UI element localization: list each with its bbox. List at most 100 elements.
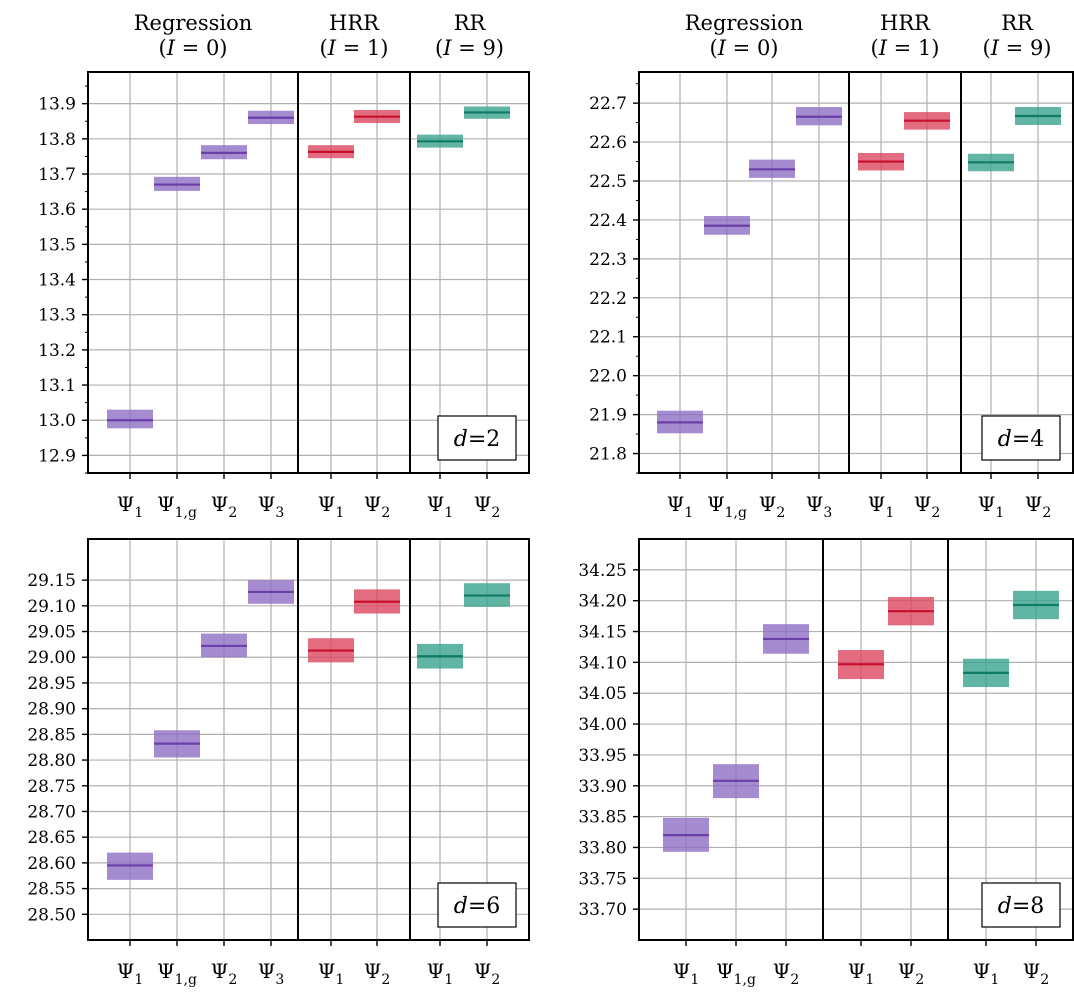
- x-tick-label: Ψ2: [474, 492, 500, 521]
- group-subtitle: (I = 0): [710, 36, 779, 60]
- axes-frame: [87, 71, 530, 474]
- y-tick-label: 28.65: [27, 828, 76, 848]
- x-tick-label: Ψ2: [1023, 959, 1049, 988]
- y-tick-label: 22.1: [589, 328, 627, 348]
- y-tick-label: 33.80: [578, 838, 627, 858]
- y-tick-label: 13.8: [38, 130, 76, 150]
- y-tick-label: 13.7: [38, 165, 76, 185]
- x-tick-label: Ψ1: [673, 959, 699, 988]
- panel-label: d=6: [454, 894, 501, 919]
- interval-box-regression: [107, 409, 153, 429]
- x-tick-label: Ψ3: [806, 492, 832, 521]
- x-tick-label: Ψ2: [474, 959, 500, 988]
- y-tick-label: 13.5: [38, 235, 76, 255]
- y-tick-label: 22.2: [589, 289, 627, 309]
- panel-4: 33.70 33.75 33.80 33.85 33.90 33.95 34.00 34.05…: [578, 538, 1074, 988]
- y-tick-label: 28.55: [27, 880, 76, 900]
- panel-label-box: [981, 882, 1061, 928]
- y-tick-label: 22.5: [589, 172, 627, 192]
- group-title: HRR: [329, 11, 380, 35]
- y-tick-label: 13.1: [38, 376, 76, 396]
- group-subtitle: (I = 1): [320, 36, 389, 60]
- panel-label-box: [437, 415, 517, 461]
- group-subtitle: (I = 9): [983, 36, 1052, 60]
- y-tick-label: 33.90: [578, 777, 627, 797]
- y-tick-label: 28.95: [27, 674, 76, 694]
- x-tick-label: Ψ1: [117, 959, 143, 988]
- y-tick-label: 33.75: [578, 869, 627, 889]
- x-tick-label: Ψ2: [898, 959, 924, 988]
- panel-label: d=2: [454, 427, 501, 452]
- y-tick-label: 12.9: [38, 446, 76, 466]
- x-tick-label: Ψ2: [211, 959, 237, 988]
- x-tick-label: Ψ1,g: [157, 959, 197, 988]
- y-tick-label: 33.70: [578, 900, 627, 920]
- y-tick-label: 22.0: [589, 367, 627, 387]
- y-tick-label: 28.50: [27, 905, 76, 925]
- x-tick-label: Ψ2: [914, 492, 940, 521]
- y-tick-label: 22.4: [589, 211, 627, 231]
- y-tick-label: 13.6: [38, 200, 76, 220]
- group-title: RR: [1001, 11, 1034, 35]
- y-tick-label: 34.05: [578, 684, 627, 704]
- y-tick-label: 21.9: [589, 406, 627, 426]
- y-tick-label: 28.85: [27, 725, 76, 745]
- x-tick-label: Ψ1: [427, 492, 453, 521]
- x-tick-label: Ψ1: [868, 492, 894, 521]
- y-tick-label: 13.0: [38, 411, 76, 431]
- axes-frame: [638, 71, 1074, 474]
- y-tick-label: 33.85: [578, 808, 627, 828]
- y-tick-label: 29.00: [27, 648, 76, 668]
- y-tick-label: 28.60: [27, 854, 76, 874]
- x-tick-label: Ψ1: [318, 492, 344, 521]
- y-tick-label: 28.75: [27, 777, 76, 797]
- y-tick-label: 28.90: [27, 700, 76, 720]
- y-tick-label: 29.05: [27, 623, 76, 643]
- panel-2: 21.8 21.9 22.0 22.1 22.2 22.3 22.4 22.5 22.6 22.7…: [589, 71, 1074, 521]
- y-tick-label: 28.80: [27, 751, 76, 771]
- y-tick-label: 34.15: [578, 623, 627, 643]
- y-tick-label: 28.70: [27, 802, 76, 822]
- axes-frame: [87, 538, 530, 941]
- x-tick-label: Ψ2: [364, 492, 390, 521]
- group-subtitle: (I = 1): [871, 36, 940, 60]
- y-tick-label: 13.2: [38, 341, 76, 361]
- y-tick-label: 13.3: [38, 306, 76, 326]
- x-tick-label: Ψ3: [258, 492, 284, 521]
- group-subtitle: (I = 0): [159, 36, 228, 60]
- x-tick-label: Ψ1: [667, 492, 693, 521]
- y-tick-label: 22.3: [589, 250, 627, 270]
- panel-label-box: [981, 415, 1061, 461]
- group-title: HRR: [880, 11, 931, 35]
- y-tick-label: 34.25: [578, 561, 627, 581]
- x-tick-label: Ψ1,g: [157, 492, 197, 521]
- group-subtitle: (I = 9): [435, 36, 504, 60]
- x-tick-label: Ψ1: [318, 959, 344, 988]
- panel-1: 12.9 13.0 13.1 13.2 13.3 13.4 13.5 13.6 13.7 13.8…: [38, 71, 530, 521]
- x-tick-label: Ψ3: [258, 959, 284, 988]
- x-tick-label: Ψ1,g: [716, 959, 756, 988]
- x-tick-label: Ψ1: [117, 492, 143, 521]
- x-tick-label: Ψ2: [211, 492, 237, 521]
- y-tick-label: 34.10: [578, 653, 627, 673]
- panel-label: d=4: [998, 427, 1045, 452]
- y-tick-label: 34.00: [578, 715, 627, 735]
- y-tick-label: 21.8: [589, 445, 627, 465]
- y-tick-label: 29.10: [27, 597, 76, 617]
- panel-label-box: [437, 882, 517, 928]
- group-title: RR: [454, 11, 487, 35]
- group-title: Regression: [134, 11, 253, 35]
- y-tick-label: 13.4: [38, 271, 76, 291]
- panel-label: d=8: [998, 894, 1045, 919]
- group-title: Regression: [685, 11, 804, 35]
- x-tick-label: Ψ2: [759, 492, 785, 521]
- x-tick-label: Ψ1: [973, 959, 999, 988]
- x-tick-label: Ψ1,g: [707, 492, 747, 521]
- y-tick-label: 34.20: [578, 592, 627, 612]
- y-tick-label: 33.95: [578, 746, 627, 766]
- panel-3: 28.50 28.55 28.60 28.65 28.70 28.75 28.80 28.85…: [27, 538, 530, 988]
- x-tick-label: Ψ2: [773, 959, 799, 988]
- y-tick-label: 22.6: [589, 133, 627, 153]
